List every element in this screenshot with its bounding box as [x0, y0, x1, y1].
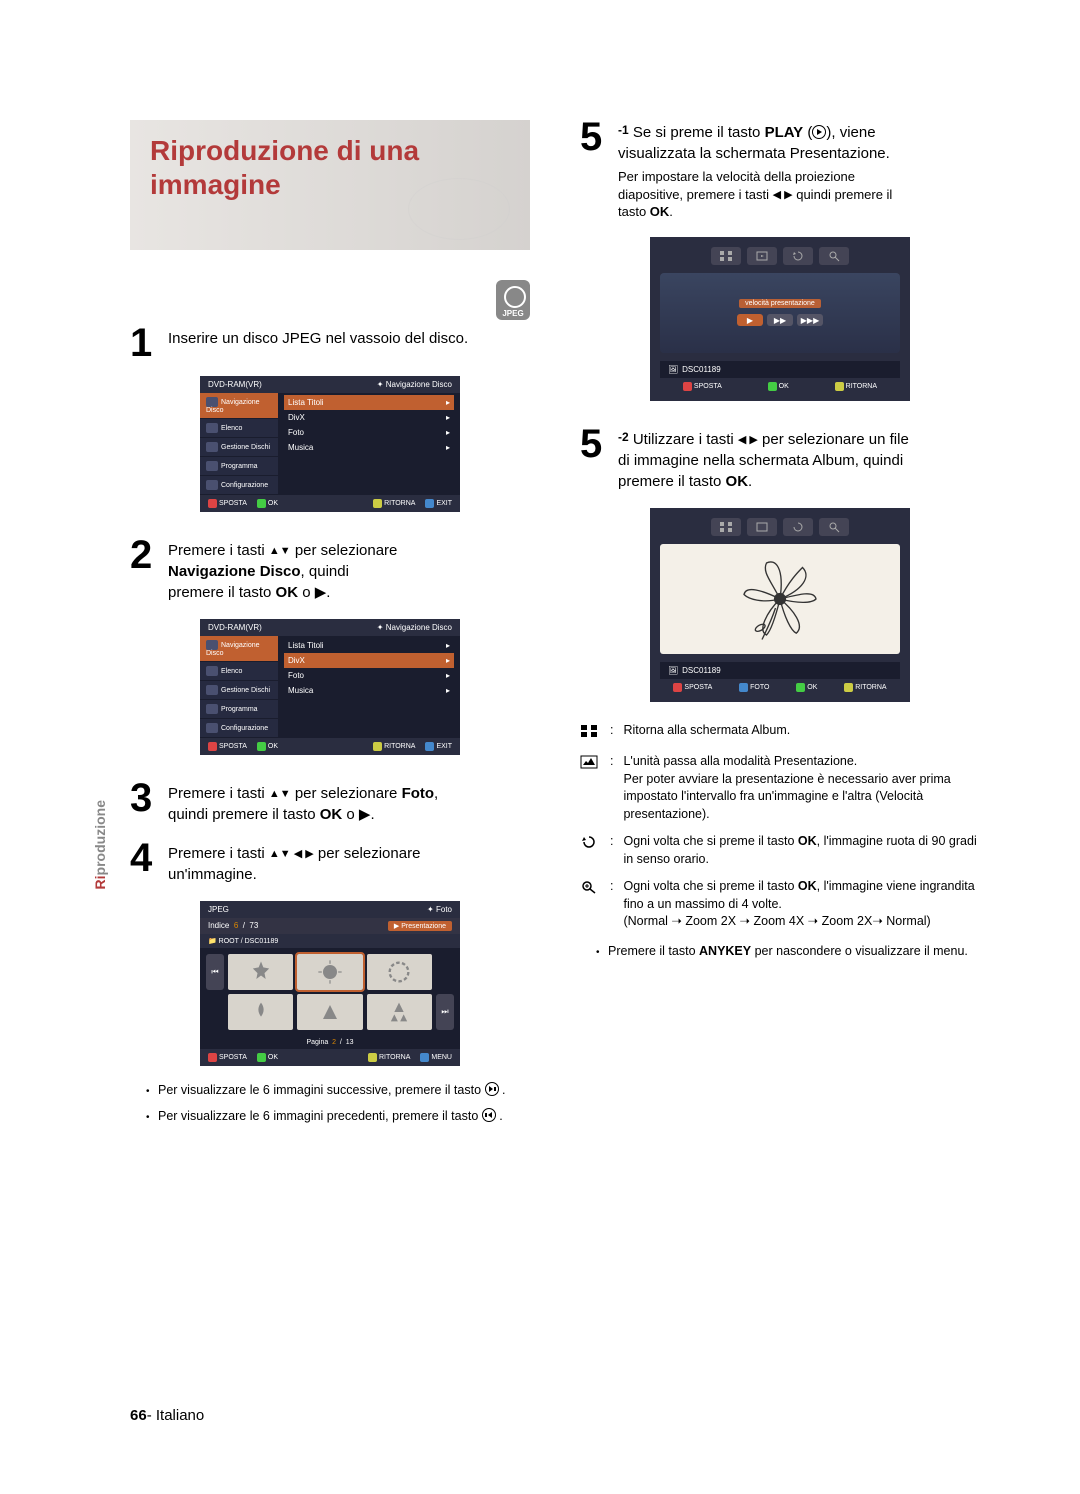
step-4: 4 Premere i tasti ▲▼ ◀ ▶ per selezionare… [130, 841, 530, 885]
updown-icon: ▲▼ [269, 787, 291, 802]
zoom-tab-icon [819, 247, 849, 265]
all-arrows-icon: ▲▼ ◀ ▶ [269, 847, 314, 862]
step-1-number: 1 [130, 326, 160, 360]
image-file-icon: 🖼 [668, 666, 678, 675]
section-tab: Riproduzione [92, 800, 108, 889]
rotate-tab-icon [783, 518, 813, 536]
speed-med-icon: ▶▶ [767, 314, 793, 326]
speed-fast-icon: ▶▶▶ [797, 314, 823, 326]
slideshow-tab-icon [747, 247, 777, 265]
left-bullets: Per visualizzare le 6 immagini successiv… [146, 1082, 530, 1125]
step-1-text: Inserire un disco JPEG nel vassoio del d… [168, 326, 468, 360]
step-5-1: 5 -1 Se si preme il tasto PLAY (), viene… [580, 120, 980, 221]
menu1-main: Lista Titoli▸ DivX▸ Foto▸ Musica▸ [278, 393, 460, 495]
page-title: Riproduzione di una immagine [150, 134, 510, 201]
grid-icon [580, 722, 600, 744]
slideshow-mode-icon [580, 753, 600, 823]
image-view-screenshot: 🖼 DSC01189 SPOSTA FOTO OK RITORNA [650, 508, 910, 702]
step-3-text: Premere i tasti ▲▼ per selezionare Foto,… [168, 781, 438, 825]
presentation-button: Presentazione [401, 923, 446, 930]
menu1-sidebar: Navigazione Disco Elenco Gestione Dischi… [200, 393, 278, 495]
menu2-disc-type: DVD-RAM(VR) [208, 623, 262, 632]
menu-screenshot-2: DVD-RAM(VR) ✦ Navigazione Disco Navigazi… [200, 619, 460, 755]
icon-legend: : Ritorna alla schermata Album. : L'unit… [580, 722, 980, 931]
step-5-2-number: 5 [580, 427, 610, 492]
jpeg-badge-label: JPEG [496, 309, 530, 318]
thumb-header-left: JPEG [208, 905, 229, 914]
step-3-number: 3 [130, 781, 160, 825]
step-4-text: Premere i tasti ▲▼ ◀ ▶ per selezionare u… [168, 841, 420, 885]
grid-tab-icon [711, 518, 741, 536]
prev-page-icon: ⏮ [206, 954, 224, 990]
leftright-icon: ◀ ▶ [738, 433, 758, 448]
manual-page: Riproduzione di una immagine JPEG 1 Inse… [0, 0, 1080, 1193]
step-3: 3 Premere i tasti ▲▼ per selezionare Fot… [130, 781, 530, 825]
folder-icon: 📁 [208, 938, 217, 945]
step-4-number: 4 [130, 841, 160, 885]
menu2-main: Lista Titoli▸ DivX▸ Foto▸ Musica▸ [278, 636, 460, 738]
step-5-2-text: -2 Utilizzare i tasti ◀ ▶ per selezionar… [618, 427, 909, 492]
menu1-disc-type: DVD-RAM(VR) [208, 380, 262, 389]
zoom-icon [580, 878, 600, 931]
flower-image [660, 544, 900, 654]
menu2-sidebar: Navigazione Disco Elenco Gestione Dischi… [200, 636, 278, 738]
slideshow-speed-screenshot: velocità presentazione ▶ ▶▶ ▶▶▶ 🖼 DSC011… [650, 237, 910, 401]
step-2-number: 2 [130, 538, 160, 603]
step-5-1-text: -1 Se si preme il tasto PLAY (), viene v… [618, 120, 892, 221]
thumb-header-right: Foto [436, 905, 452, 914]
step-5-2: 5 -2 Utilizzare i tasti ◀ ▶ per selezion… [580, 427, 980, 492]
menu1-nav-label: Navigazione Disco [386, 380, 452, 389]
speed-slow-icon: ▶ [737, 314, 763, 326]
step-5-1-number: 5 [580, 120, 610, 221]
right-column: 5 -1 Se si preme il tasto PLAY (), viene… [580, 120, 980, 1133]
slideshow-tab-icon [747, 518, 777, 536]
rotate-icon [580, 833, 600, 868]
thumbnail-screenshot: JPEG ✦ Foto Indice 6 / 73 ▶ Presentazion… [200, 901, 460, 1066]
updown-icon: ▲▼ [269, 544, 291, 559]
skip-prev-icon [482, 1108, 496, 1122]
menu2-nav-label: Navigazione Disco [386, 623, 452, 632]
page-title-box: Riproduzione di una immagine [130, 120, 530, 250]
grid-tab-icon [711, 247, 741, 265]
step-2: 2 Premere i tasti ▲▼ per selezionare Nav… [130, 538, 530, 603]
image-file-icon: 🖼 [668, 365, 678, 374]
jpeg-badge-icon: JPEG [496, 280, 530, 320]
leftright-icon: ◀ ▶ [773, 188, 793, 203]
page-number: 66- Italiano [130, 1407, 204, 1424]
zoom-tab-icon [819, 518, 849, 536]
play-icon [812, 125, 826, 139]
skip-next-icon [485, 1082, 499, 1096]
rotate-tab-icon [783, 247, 813, 265]
anykey-note: Premere il tasto ANYKEY per nascondere o… [596, 943, 980, 961]
step-1: 1 Inserire un disco JPEG nel vassoio del… [130, 326, 530, 360]
left-column: Riproduzione di una immagine JPEG 1 Inse… [130, 120, 530, 1133]
menu-screenshot-1: DVD-RAM(VR) ✦ Navigazione Disco Navigazi… [200, 376, 460, 512]
next-page-icon: ⏭ [436, 994, 454, 1030]
step-2-text: Premere i tasti ▲▼ per selezionare Navig… [168, 538, 397, 603]
speed-label: velocità presentazione [739, 299, 821, 308]
